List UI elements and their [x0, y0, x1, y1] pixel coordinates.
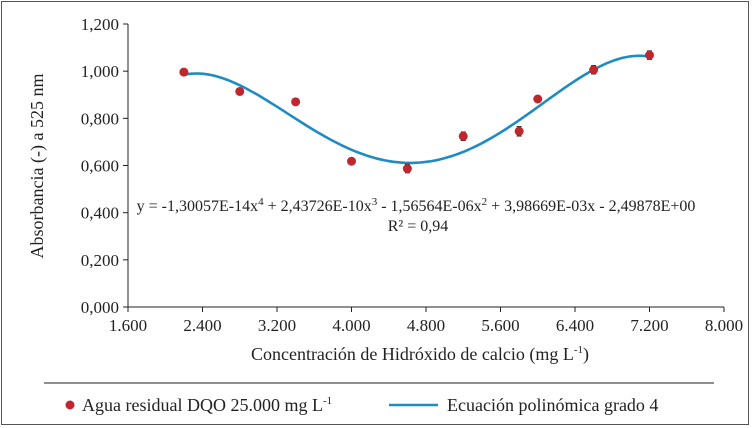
x-tick-label: 3.200: [258, 316, 296, 335]
x-axis-title-main: Concentración de Hidróxido de calcio (mg…: [251, 344, 574, 365]
x-tick-label: 4.800: [407, 316, 445, 335]
x-tick-label: 7.200: [630, 316, 668, 335]
data-point: [589, 65, 599, 75]
x-tick-label: 1.600: [109, 316, 147, 335]
y-tick-label: 1,000: [81, 62, 119, 81]
legend-label-fit: Ecuación polinómica grado 4: [447, 395, 658, 415]
y-tick-label: 0,000: [81, 298, 119, 317]
data-point: [347, 156, 356, 166]
x-ticks: 1.600 2.400 3.200 4.000 4.800 5.600 6.400 7.200…: [109, 307, 743, 335]
y-tick-label: 0,800: [81, 109, 119, 128]
data-point: [514, 126, 524, 136]
x-tick-label: 5.600: [481, 316, 519, 335]
equation-annotation: y = -1,30057E-14x4 + 2,43726E-10x3 - 1,5…: [137, 196, 696, 215]
data-points: [179, 50, 654, 174]
y-tick-label: 0,400: [81, 204, 119, 223]
x-axis-title: Concentración de Hidróxido de calcio (mg…: [251, 344, 589, 365]
fit-curve-group: [183, 54, 650, 165]
legend: Agua residual DQO 25.000 mg L-1 Ecuación…: [65, 395, 658, 415]
x-axis-title-end: ): [583, 344, 589, 365]
data-point: [291, 97, 301, 107]
data-point: [179, 67, 189, 77]
data-point: [533, 94, 543, 104]
x-tick-label: 6.400: [556, 316, 594, 335]
legend-label-points: Agua residual DQO 25.000 mg L-1: [82, 395, 332, 415]
axes: [127, 24, 724, 308]
x-axis-title-sup: -1: [574, 344, 583, 356]
data-point: [402, 164, 412, 174]
x-tick-label: 8.000: [705, 316, 743, 335]
y-axis-title: Absorbancia (-) a 525 nm: [27, 74, 48, 259]
data-point: [235, 86, 245, 96]
data-point: [458, 131, 468, 141]
legend-marker-points: [65, 400, 75, 410]
y-ticks: 0,000 0,200 0,400 0,600 0,800 1,000 1,200: [81, 15, 128, 317]
x-tick-label: 2.400: [183, 316, 221, 335]
data-point: [645, 50, 654, 60]
y-tick-label: 1,200: [81, 15, 119, 34]
y-tick-label: 0,600: [81, 157, 119, 176]
y-tick-label: 0,200: [81, 251, 119, 270]
polynomial-fit-line: [183, 54, 650, 165]
x-tick-label: 4.000: [332, 316, 370, 335]
r-squared-annotation: R² = 0,94: [388, 218, 449, 235]
